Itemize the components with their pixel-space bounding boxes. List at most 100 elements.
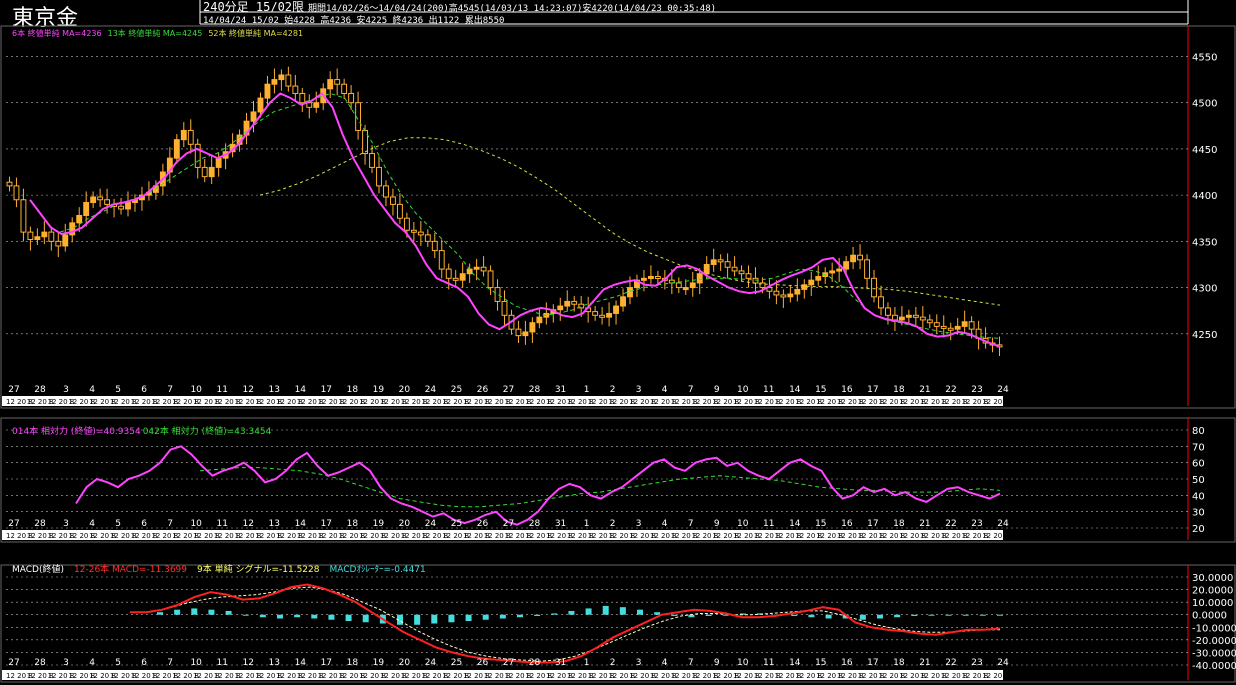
date-label: 17 [321, 658, 332, 668]
candle-body [334, 79, 341, 85]
date-label: 10 [190, 519, 202, 529]
time-strip-label: 12 20 8 [484, 398, 511, 406]
y-tick-label: 4350 [1192, 237, 1217, 248]
candle-body [194, 143, 201, 168]
macd-osc-bar [277, 614, 283, 619]
candle-body [885, 307, 891, 316]
time-strip-label: 12 20 8 [463, 532, 490, 540]
candle-body [571, 300, 578, 305]
time-strip-label: 12 20 8 [338, 532, 365, 540]
candle-body [431, 240, 438, 252]
last-bar-info: 14/04/24 15/02 始4228 高4236 安4225 終4236 出… [203, 16, 505, 26]
rsi42-line [199, 467, 1001, 508]
date-label: 14 [789, 658, 801, 668]
time-strip-label: 12 20 8 [110, 532, 137, 540]
y-tick-label: 40 [1192, 491, 1205, 502]
date-label: 19 [373, 385, 385, 395]
candle-body [926, 319, 933, 324]
time-strip-label: 12 20 8 [401, 672, 428, 680]
date-label: 3 [63, 385, 69, 395]
time-strip-label: 12 20 8 [567, 532, 594, 540]
date-label: 27 [503, 519, 514, 529]
candle-body [703, 263, 710, 275]
macd-osc-bar [945, 614, 952, 616]
time-strip-label: 12 20 8 [255, 532, 282, 540]
candle-body [327, 79, 334, 90]
time-strip-label: 12 20 8 [858, 672, 885, 680]
date-label: 18 [893, 658, 905, 668]
candle-body [83, 202, 90, 216]
date-label: 14 [789, 385, 801, 395]
candle-body [613, 305, 619, 314]
date-label: 27 [503, 385, 514, 395]
date-label: 28 [529, 385, 541, 395]
candle-body [27, 231, 34, 241]
candle-body [689, 282, 696, 289]
candle-body [292, 85, 299, 94]
candle-body [424, 234, 431, 242]
time-strip-label: 12 20 8 [131, 532, 158, 540]
time-strip-label: 12 20 8 [608, 532, 635, 540]
time-strip-label: 12 20 8 [131, 398, 158, 406]
macd-osc-bar [739, 613, 746, 615]
time-strip-label: 12 20 8 [89, 532, 116, 540]
time-strip-label: 12 20 8 [421, 398, 448, 406]
candle-body [104, 199, 111, 205]
macd-osc-bar [157, 612, 163, 615]
date-label: 9 [714, 658, 720, 668]
candle-body [299, 92, 306, 104]
time-strip-label: 12 20 8 [297, 532, 324, 540]
candle-body [417, 231, 424, 236]
time-strip-label: 12 20 8 [878, 672, 905, 680]
period-info: 期間14/02/26～14/04/24(200)高4545(14/03/13 1… [308, 4, 717, 14]
date-label: 14 [295, 519, 307, 529]
time-strip-label: 12 20 8 [712, 398, 739, 406]
candle-body [647, 275, 654, 279]
macd-osc-bar [242, 614, 249, 616]
y-tick-label: 4500 [1192, 99, 1217, 110]
time-strip-label: 12 20 8 [193, 672, 220, 680]
y-tick-label: 60 [1192, 459, 1205, 470]
time-strip-label: 12 20 8 [318, 672, 345, 680]
macd-osc-bar [979, 614, 986, 616]
time-strip-label: 12 20 8 [546, 672, 573, 680]
date-label: 20 [399, 385, 411, 395]
time-strip-label: 12 20 8 [899, 672, 926, 680]
date-label: 12 [243, 519, 254, 529]
date-label: 23 [971, 385, 982, 395]
time-strip-label: 12 20 8 [110, 672, 137, 680]
time-strip-label: 12 20 8 [68, 672, 95, 680]
date-label: 1 [584, 519, 590, 529]
macd-osc-bar [705, 614, 712, 616]
time-strip-label: 12 20 8 [629, 672, 656, 680]
macd-osc-bar [568, 610, 575, 615]
y-tick-label: 4400 [1192, 191, 1217, 202]
date-label: 31 [555, 385, 566, 395]
time-strip-label: 12 20 8 [27, 398, 54, 406]
macd-osc-bar [928, 614, 935, 616]
date-label: 5 [115, 385, 121, 395]
date-label: 17 [867, 385, 878, 395]
candle-body [947, 327, 954, 331]
candle-body [313, 102, 320, 108]
time-strip-label: 12 20 8 [463, 398, 490, 406]
candle-body [173, 139, 180, 159]
date-label: 16 [841, 519, 853, 529]
candle-body [815, 275, 822, 281]
timeframe-label: 240分足 15/02限 [203, 0, 305, 14]
y-tick-label: 4300 [1192, 284, 1217, 295]
time-strip-label: 12 20 8 [110, 398, 137, 406]
time-strip-label: 12 20 8 [567, 398, 594, 406]
time-strip-label: 12 20 8 [650, 672, 677, 680]
date-label: 11 [763, 385, 774, 395]
date-label: 22 [945, 385, 956, 395]
macd-osc-bar [345, 614, 352, 621]
candle-body [529, 322, 536, 333]
candle-body [62, 234, 69, 247]
time-strip-label: 12 20 8 [6, 532, 33, 540]
date-label: 4 [662, 519, 668, 529]
time-strip-label: 12 20 8 [6, 672, 33, 680]
time-strip-label: 12 20 8 [775, 398, 802, 406]
rsi-legend: 042本 相対力 (終値)=43.3454 [143, 425, 272, 437]
